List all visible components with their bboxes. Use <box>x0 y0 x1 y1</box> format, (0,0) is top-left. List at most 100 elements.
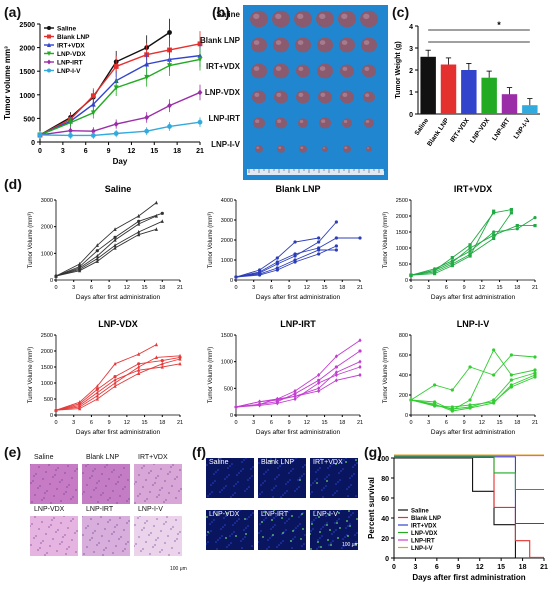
nucleus <box>90 518 92 520</box>
fluorescence-texture <box>309 509 358 550</box>
y-tick-label: 2000 <box>41 225 53 231</box>
curve-point <box>492 236 496 240</box>
curve-point <box>433 272 437 276</box>
chart-title: IRT+VDX <box>454 184 492 194</box>
dapi-dot <box>329 465 331 467</box>
nucleus <box>60 500 62 502</box>
dapi-dot <box>325 515 327 517</box>
curve-point <box>293 396 297 402</box>
nucleus <box>102 554 104 556</box>
nucleus <box>111 533 113 535</box>
tumor-specimen <box>340 90 354 104</box>
nucleus <box>118 538 120 540</box>
dapi-dot <box>294 490 296 492</box>
dapi-dot <box>301 475 303 477</box>
he-texture <box>133 463 182 504</box>
dapi-dot <box>309 493 311 495</box>
dapi-dot <box>207 541 209 543</box>
tumor-highlight <box>367 147 370 150</box>
curve-point <box>468 252 472 256</box>
x-tick-label: 15 <box>497 564 505 571</box>
significance-marker: * <box>497 20 501 30</box>
tumor-highlight <box>276 92 282 97</box>
curve-point <box>293 254 297 258</box>
curve-point <box>137 232 141 237</box>
photo-row-label: LNP-IRT <box>208 114 240 123</box>
nucleus <box>72 496 74 498</box>
category-label: LNP-VDX <box>469 117 491 145</box>
dapi-dot <box>338 472 340 474</box>
dapi-dot <box>286 490 288 492</box>
x-tick-label: 3 <box>252 285 255 291</box>
data-point <box>167 102 172 109</box>
dapi-dot <box>335 483 337 485</box>
nucleus <box>37 549 39 551</box>
data-point <box>197 119 203 125</box>
dapi-dot <box>319 467 321 469</box>
curve-point <box>492 373 496 377</box>
y-tick-label: 0 <box>230 278 233 284</box>
dapi-dot <box>210 530 212 532</box>
dapi-dot <box>318 460 320 462</box>
tumor-specimen <box>362 64 376 78</box>
nucleus <box>106 464 108 466</box>
y-tick-label: 0 <box>385 556 389 563</box>
nucleus <box>63 515 65 517</box>
fluorescence-label: Saline <box>209 459 229 466</box>
panel-b-label: (b) <box>212 4 230 20</box>
curve-point <box>358 349 362 353</box>
nucleus <box>51 519 53 521</box>
dapi-dot <box>341 547 343 549</box>
nucleus <box>112 552 114 554</box>
x-tick-label: 12 <box>476 564 484 571</box>
dapi-dot <box>291 547 293 549</box>
nucleus <box>104 528 106 530</box>
tunel-dot <box>290 540 292 542</box>
dapi-dot <box>342 468 344 470</box>
data-point <box>197 41 203 47</box>
dapi-dot <box>297 525 299 527</box>
x-axis-title: Days after first administration <box>256 429 341 436</box>
nucleus <box>52 538 54 540</box>
growth-curve <box>55 215 157 277</box>
curve-point <box>113 227 117 231</box>
dapi-dot <box>288 518 290 520</box>
fluorescence-label: IRT+VDX <box>313 459 343 466</box>
tunel-dot <box>345 461 347 463</box>
curve-point <box>317 378 321 382</box>
nucleus <box>87 525 89 527</box>
dapi-dot <box>235 483 237 485</box>
nucleus <box>90 496 92 498</box>
dapi-dot <box>280 542 282 544</box>
y-tick-label: 1 <box>409 90 413 97</box>
dapi-dot <box>328 544 330 546</box>
nucleus <box>175 519 177 521</box>
nucleus <box>71 477 73 479</box>
chart-title: LNP-I-V <box>457 319 490 329</box>
dapi-dot <box>331 533 333 535</box>
nucleus <box>158 494 160 496</box>
he-image <box>133 515 182 556</box>
nucleus <box>39 485 41 487</box>
nucleus <box>160 468 162 470</box>
nucleus <box>107 521 109 523</box>
nucleus <box>105 485 107 487</box>
curve-point <box>492 233 496 237</box>
curve-point <box>137 229 141 234</box>
dapi-dot <box>330 542 332 544</box>
nucleus <box>46 552 48 554</box>
survival-line-0 <box>394 457 544 559</box>
dapi-dot <box>340 470 342 472</box>
dapi-dot <box>334 492 336 494</box>
nucleus <box>126 500 128 502</box>
dapi-dot <box>279 465 281 467</box>
tumor-specimen <box>253 117 265 129</box>
data-point <box>90 132 96 138</box>
nucleus <box>139 493 141 495</box>
nucleus <box>74 532 76 534</box>
tunel-dot <box>263 511 265 513</box>
nucleus <box>45 471 47 473</box>
x-tick-label: 6 <box>435 564 439 571</box>
individual-chart-3: LNP-VDX 0 500 1000 1500 2000 2500 0 3 6 9 12 15 18 21 D… <box>28 319 183 436</box>
x-tick-label: 12 <box>304 285 310 291</box>
